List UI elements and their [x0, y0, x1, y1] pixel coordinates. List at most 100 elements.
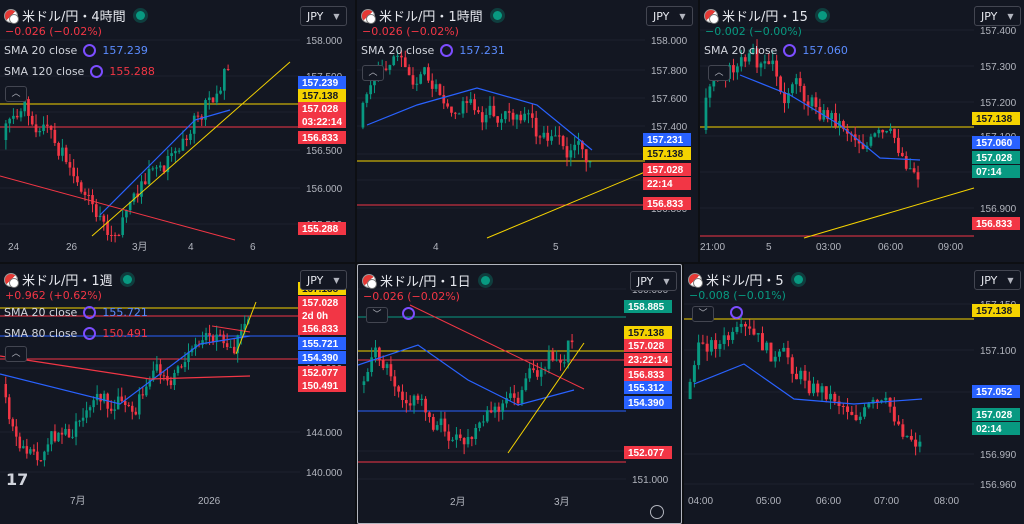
indicator-eye-icon[interactable]	[83, 306, 97, 319]
price-tag-bg	[972, 422, 1020, 435]
candle-body	[218, 334, 222, 336]
candle-body	[830, 112, 834, 120]
candle-body	[117, 235, 121, 236]
price-tag: 157.138	[628, 328, 665, 339]
candle-body	[176, 366, 180, 373]
price-tag-bg	[298, 89, 346, 102]
symbol-header[interactable]: 米ドル/円・4時間	[4, 6, 145, 25]
price-tag-bg	[643, 133, 691, 146]
chart-panel-1d[interactable]: 160.000152.500151.0002月3月158.885157.1381…	[357, 264, 682, 524]
candle-body	[158, 165, 162, 168]
x-axis-tick-label: 3月	[554, 496, 570, 508]
candle-body	[798, 78, 802, 86]
indicator-eye-icon[interactable]	[83, 44, 97, 57]
currency-select[interactable]: JPY ▼	[974, 270, 1021, 290]
indicator-sma-20[interactable]: SMA 20 close 157.231	[361, 44, 505, 57]
symbol-header[interactable]: 米ドル/円・1日	[362, 271, 490, 290]
indicator-eye-icon[interactable]	[783, 44, 797, 57]
candle-body	[704, 97, 708, 130]
collapse-legend-button[interactable]: ﹀	[692, 306, 714, 322]
candle-body	[854, 414, 858, 421]
candle-body	[42, 124, 45, 131]
currency-select[interactable]: JPY ▼	[300, 6, 347, 26]
price-tag: 157.028	[302, 298, 339, 309]
candle-body	[837, 401, 841, 406]
chart-canvas[interactable]: 157.400157.300157.200157.100157.000156.9…	[700, 0, 1024, 262]
settings-gear-icon[interactable]	[650, 505, 664, 519]
candle-body	[38, 130, 42, 133]
candle-body	[374, 347, 377, 358]
chart-panel-1h[interactable]: 158.000157.800157.600157.400157.200157.0…	[357, 0, 698, 262]
candle-body	[751, 48, 755, 54]
symbol-header[interactable]: 米ドル/円・5	[688, 270, 803, 289]
x-axis-tick-label: 24	[8, 242, 20, 253]
chart-canvas[interactable]: 160.000152.500151.0002月3月158.885157.1381…	[358, 265, 682, 524]
collapse-legend-button[interactable]: ︿	[5, 346, 27, 362]
candle-body	[152, 370, 155, 381]
currency-select[interactable]: JPY ▼	[646, 6, 693, 26]
candle-body	[447, 431, 451, 441]
indicator-eye-icon[interactable]	[83, 327, 97, 340]
symbol-header[interactable]: 米ドル/円・15	[704, 6, 827, 25]
indicator-sma-20[interactable]: SMA 20 close 157.060	[704, 44, 848, 57]
chart-panel-4h[interactable]: 158.000157.500157.000156.500156.000155.5…	[0, 0, 355, 262]
x-axis-tick-label: 07:00	[874, 496, 899, 507]
market-open-icon	[135, 11, 145, 20]
currency-select[interactable]: JPY ▼	[300, 270, 347, 290]
candle-body	[779, 76, 782, 92]
candle-body	[155, 167, 158, 169]
candle-body	[201, 340, 204, 345]
symbol-header[interactable]: 米ドル/円・1週	[4, 270, 132, 289]
candle-body	[909, 435, 913, 440]
candle-body	[584, 149, 588, 163]
indicator-eye-icon[interactable]	[90, 65, 104, 78]
indicator-sma-20[interactable]: SMA 20 close 157.239	[4, 44, 148, 57]
y-axis-tick-label: 156.500	[306, 146, 343, 157]
indicator-sma-80[interactable]: SMA 80 close 150.491	[4, 327, 148, 340]
candle-body	[4, 384, 7, 398]
price-tag-bg	[643, 197, 691, 210]
chart-panel-1w[interactable]: 148.000144.000140.0007月2026157.138157.02…	[0, 264, 355, 524]
indicator-sma-20[interactable]: SMA 20 close 155.721	[4, 306, 148, 319]
indicator-eye-icon[interactable]	[440, 44, 454, 57]
candle-body	[147, 168, 151, 185]
chart-panel-15m[interactable]: 157.400157.300157.200157.100157.000156.9…	[700, 0, 1024, 262]
indicator-sma-120[interactable]: SMA 120 close 155.288	[4, 65, 155, 78]
candle-body	[861, 143, 865, 149]
candle-body	[226, 68, 230, 70]
collapse-legend-button[interactable]: ﹀	[366, 307, 388, 323]
chart-canvas[interactable]: 148.000144.000140.0007月2026157.138157.02…	[0, 264, 355, 524]
candle-body	[431, 416, 435, 430]
candle-body	[361, 102, 365, 128]
indicator-eye-icon[interactable]	[402, 307, 415, 320]
currency-select[interactable]: JPY ▼	[630, 271, 677, 291]
candle-body	[528, 368, 532, 379]
candle-body	[204, 333, 208, 341]
candle-body	[381, 359, 385, 369]
collapse-legend-button[interactable]: ︿	[5, 86, 27, 102]
chart-canvas[interactable]: 158.000157.800157.600157.400157.200157.0…	[357, 0, 698, 262]
sma-line	[739, 74, 921, 161]
candle-body	[555, 359, 559, 361]
symbol-title: 米ドル/円・4時間	[22, 10, 126, 25]
collapse-legend-button[interactable]: ︿	[362, 65, 384, 81]
chart-panel-5m[interactable]: 157.150157.100157.000156.990156.96004:00…	[684, 264, 1024, 524]
collapse-legend-button[interactable]: ︿	[708, 65, 730, 81]
candle-body	[501, 403, 505, 412]
tradingview-logo-icon[interactable]: 17	[6, 470, 29, 489]
candle-body	[523, 113, 526, 121]
currency-select[interactable]: JPY ▼	[974, 6, 1021, 26]
candle-body	[543, 368, 547, 370]
chart-canvas[interactable]: 157.150157.100157.000156.990156.96004:00…	[684, 264, 1024, 524]
candle-body	[132, 193, 136, 202]
x-axis-tick-label: 2月	[450, 496, 466, 508]
candle-body	[581, 141, 584, 150]
chart-canvas[interactable]: 158.000157.500157.000156.500156.000155.5…	[0, 0, 355, 262]
candle-body	[223, 68, 226, 91]
x-axis-tick-label: 4	[433, 242, 439, 253]
candle-body	[57, 142, 60, 156]
candle-body	[181, 138, 185, 151]
symbol-header[interactable]: 米ドル/円・1時間	[361, 6, 502, 25]
indicator-eye-icon[interactable]	[730, 306, 743, 319]
candle-body	[914, 439, 918, 447]
